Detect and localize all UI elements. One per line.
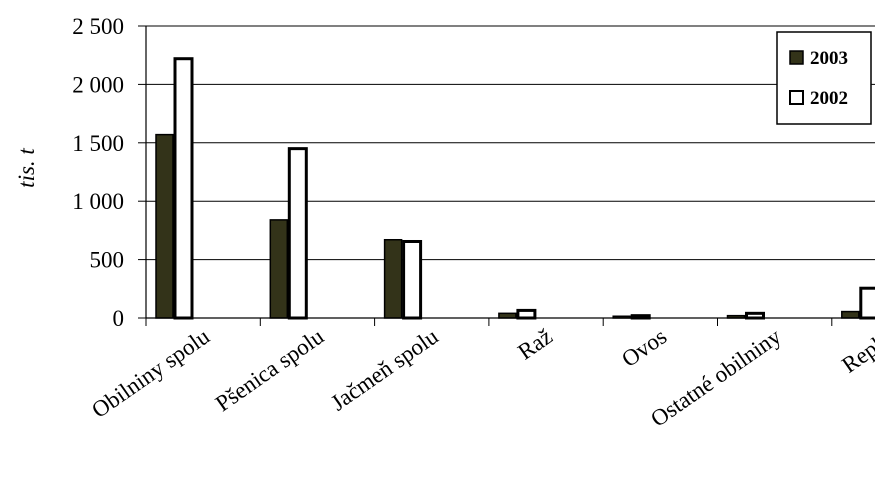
x-category-label: Repka <box>837 324 875 378</box>
x-category-label: Jačmeň spolu <box>326 323 443 415</box>
legend-box <box>776 31 872 125</box>
bar-2003-2 <box>383 238 403 319</box>
y-tick-label: 500 <box>90 248 125 273</box>
legend-label-2002: 2002 <box>810 88 848 109</box>
axes <box>145 26 875 326</box>
bar-2002-1 <box>287 147 308 320</box>
legend-swatch-2002 <box>789 90 804 105</box>
bar-2002-2 <box>402 239 423 320</box>
y-tick-labels: 0 500 1 000 1 500 2 000 2 500 <box>72 14 146 331</box>
bar-2003-1 <box>269 219 289 319</box>
bar-2002-5 <box>745 311 765 320</box>
y-tick-label: 2 000 <box>72 72 124 97</box>
x-category-label: Raž <box>513 324 557 365</box>
y-tick-label: 1 000 <box>72 189 124 214</box>
y-axis-label: tis. t <box>14 148 39 188</box>
x-category-label: Pšenica spolu <box>211 323 329 416</box>
bar-2003-6 <box>841 310 860 319</box>
x-category-label: Ovos <box>617 324 671 372</box>
bar-2003-3 <box>498 312 517 319</box>
legend-label-2003: 2003 <box>810 48 848 69</box>
bar-2002-6 <box>859 286 875 320</box>
legend: 2003 2002 <box>776 31 872 125</box>
y-tick-label: 2 500 <box>72 14 124 39</box>
x-category-label: Obilniny spolu <box>87 323 214 423</box>
bar-2002-0 <box>173 57 194 320</box>
gridlines <box>146 25 875 261</box>
bar-2003-0 <box>155 133 174 319</box>
y-tick-label: 0 <box>113 306 125 331</box>
y-tick-label: 1 500 <box>72 131 124 156</box>
bars <box>155 57 875 320</box>
legend-swatch-2003 <box>789 50 804 65</box>
bar-2002-3 <box>516 308 537 320</box>
